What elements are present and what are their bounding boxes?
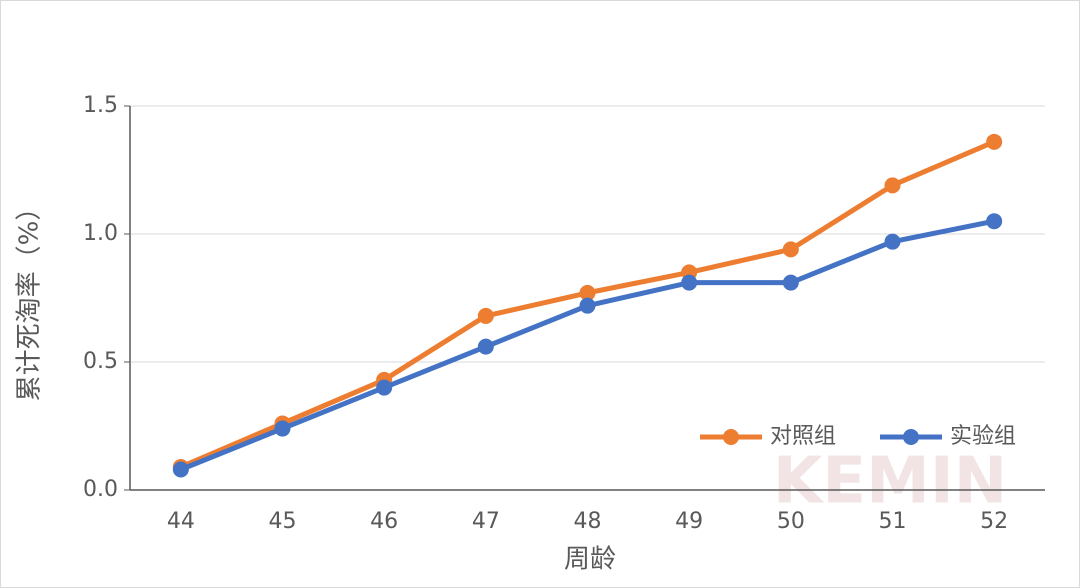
legend-marker <box>723 429 739 445</box>
data-point <box>681 274 698 291</box>
y-tick-label: 1.0 <box>83 221 118 246</box>
legend-marker <box>903 429 919 445</box>
x-tick-label: 46 <box>370 509 398 534</box>
data-point <box>782 241 799 258</box>
data-point <box>986 213 1003 230</box>
legend-label: 实验组 <box>950 424 1016 449</box>
data-point <box>782 274 799 291</box>
data-point <box>986 133 1003 150</box>
y-tick-label: 0.5 <box>83 349 118 374</box>
watermark: KEMIN <box>773 445 1007 519</box>
x-tick-label: 44 <box>167 509 195 534</box>
data-point <box>172 461 189 478</box>
data-point <box>884 233 901 250</box>
data-point <box>579 284 596 301</box>
data-point <box>579 297 596 314</box>
data-point <box>477 307 494 324</box>
legend-label: 对照组 <box>770 424 836 449</box>
data-point <box>274 420 291 437</box>
data-point <box>477 338 494 355</box>
y-tick-label: 1.5 <box>83 93 118 118</box>
x-axis-label: 周龄 <box>564 545 616 575</box>
y-tick-label: 0.0 <box>83 477 118 502</box>
x-tick-label: 48 <box>574 509 602 534</box>
data-point <box>376 379 393 396</box>
x-tick-label: 47 <box>472 509 500 534</box>
x-tick-label: 51 <box>879 509 907 534</box>
x-tick-label: 45 <box>269 509 297 534</box>
data-point <box>884 177 901 194</box>
x-tick-label: 49 <box>675 509 703 534</box>
y-axis-label: 累计死淘率（%） <box>15 195 45 402</box>
x-tick-label: 52 <box>980 509 1008 534</box>
x-tick-label: 50 <box>777 509 805 534</box>
